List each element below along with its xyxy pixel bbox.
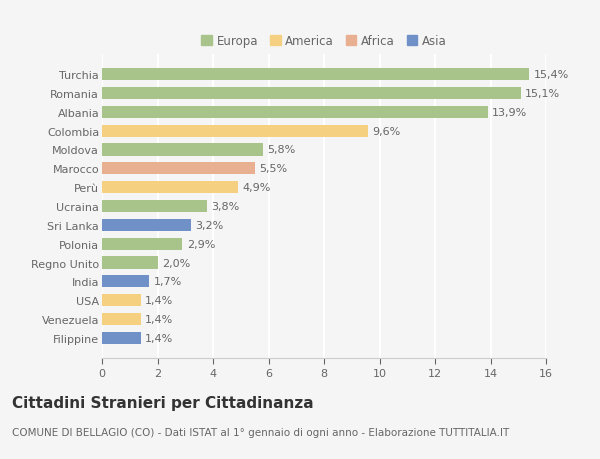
Bar: [102, 182, 238, 194]
Bar: [102, 332, 141, 344]
Bar: [102, 238, 182, 250]
Text: 2,0%: 2,0%: [161, 258, 190, 268]
Text: 5,8%: 5,8%: [267, 145, 295, 155]
Text: 1,4%: 1,4%: [145, 296, 173, 306]
Bar: [102, 88, 521, 100]
Bar: [102, 106, 488, 119]
Text: 15,4%: 15,4%: [533, 70, 569, 80]
Text: 9,6%: 9,6%: [373, 126, 401, 136]
Text: COMUNE DI BELLAGIO (CO) - Dati ISTAT al 1° gennaio di ogni anno - Elaborazione T: COMUNE DI BELLAGIO (CO) - Dati ISTAT al …: [12, 427, 509, 437]
Bar: [102, 69, 529, 81]
Bar: [102, 125, 368, 137]
Bar: [102, 294, 141, 307]
Bar: [102, 257, 157, 269]
Bar: [102, 313, 141, 325]
Text: 1,7%: 1,7%: [154, 277, 182, 287]
Text: 4,9%: 4,9%: [242, 183, 271, 193]
Bar: [102, 163, 254, 175]
Bar: [102, 219, 191, 231]
Legend: Europa, America, Africa, Asia: Europa, America, Africa, Asia: [197, 31, 452, 53]
Bar: [102, 276, 149, 288]
Text: 13,9%: 13,9%: [492, 107, 527, 118]
Text: Cittadini Stranieri per Cittadinanza: Cittadini Stranieri per Cittadinanza: [12, 395, 314, 410]
Text: 1,4%: 1,4%: [145, 333, 173, 343]
Text: 2,9%: 2,9%: [187, 239, 215, 249]
Bar: [102, 144, 263, 156]
Text: 5,5%: 5,5%: [259, 164, 287, 174]
Text: 3,8%: 3,8%: [212, 202, 240, 212]
Text: 3,2%: 3,2%: [195, 220, 223, 230]
Text: 15,1%: 15,1%: [525, 89, 560, 99]
Text: 1,4%: 1,4%: [145, 314, 173, 325]
Bar: [102, 201, 208, 213]
